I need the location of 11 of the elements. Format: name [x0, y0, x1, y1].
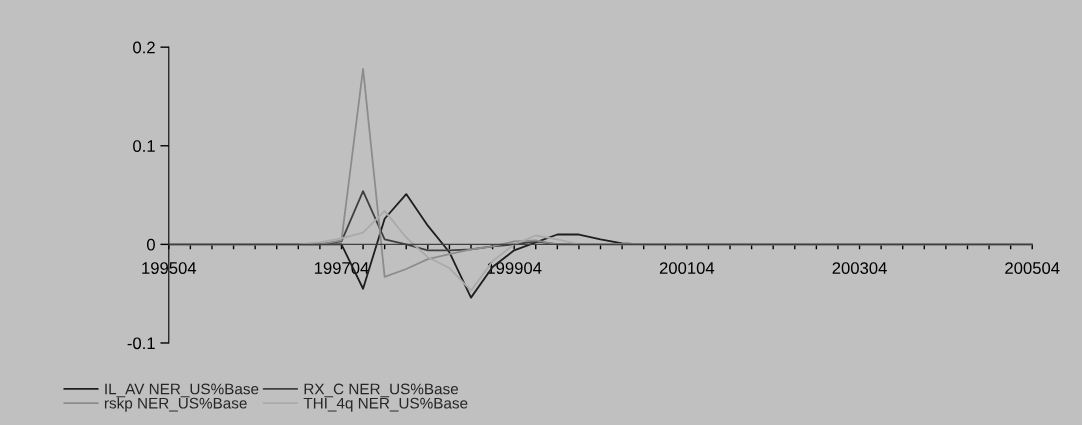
x-tick-label: 200504: [1005, 262, 1060, 274]
x-tick-label: 200304: [832, 262, 887, 274]
y-tick-label: 0.2: [133, 41, 155, 54]
legend-label: IL_AV NER_US%Base: [105, 383, 259, 398]
legend-label: THI_4q NER_US%Base: [303, 397, 468, 412]
legend-label: rskp NER_US%Base: [104, 397, 247, 412]
y-tick-label: -0.1: [127, 337, 155, 350]
y-tick-label: 0: [146, 238, 155, 251]
y-tick-label: 0.1: [133, 140, 155, 152]
legend-label: RX_C NER_US%Base: [304, 383, 459, 398]
x-tick-label: 200104: [659, 262, 715, 274]
